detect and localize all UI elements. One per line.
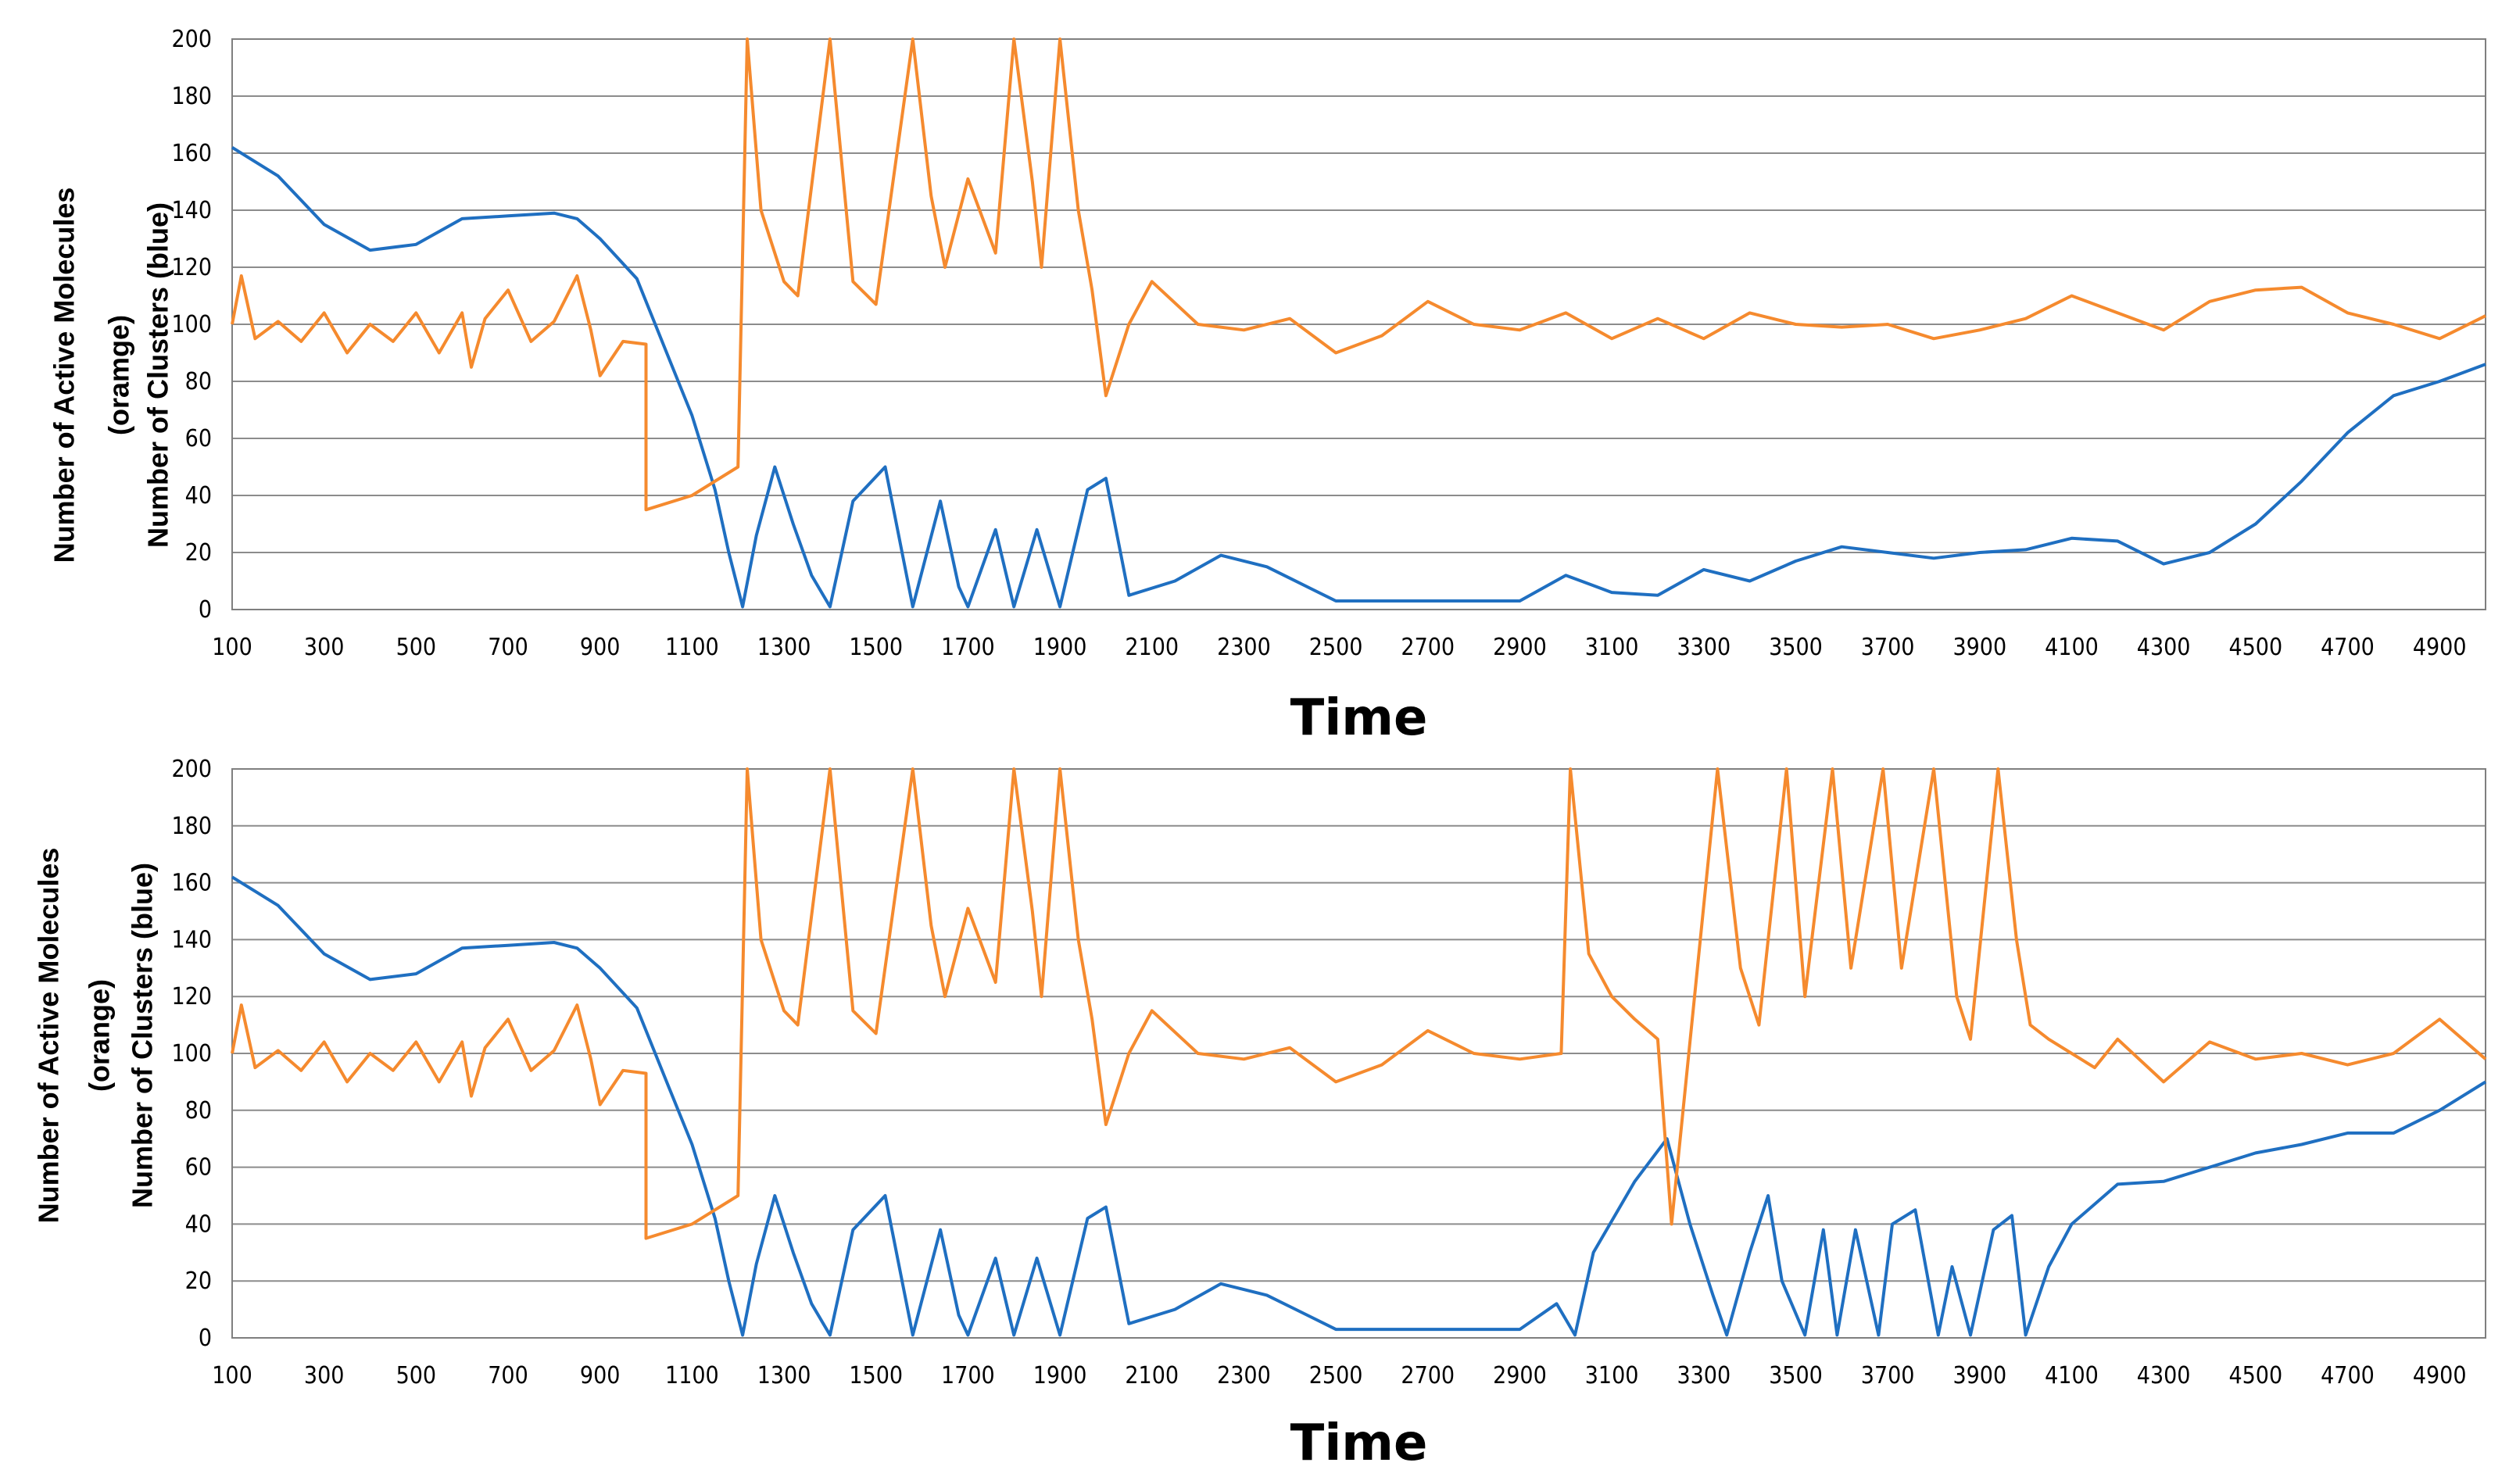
x-tick-label: 4900 bbox=[2413, 1362, 2467, 1389]
y-tick-label: 160 bbox=[171, 870, 212, 897]
x-tick-label: 3300 bbox=[1677, 634, 1731, 661]
x-tick-label: 4500 bbox=[2228, 634, 2282, 661]
x-tick-label: 2300 bbox=[1217, 634, 1271, 661]
series-line-number-of-active-molecules bbox=[231, 767, 2487, 1240]
x-tick-label: 1500 bbox=[849, 1362, 903, 1389]
y-tick-label: 0 bbox=[199, 596, 212, 624]
x-tick-label: 2300 bbox=[1217, 1362, 1271, 1389]
x-tick-label: 1700 bbox=[941, 1362, 995, 1389]
x-tick-label: 2700 bbox=[1401, 634, 1455, 661]
x-tick-label: 300 bbox=[304, 634, 345, 661]
x-tick-label: 500 bbox=[396, 634, 437, 661]
x-tick-label: 2500 bbox=[1309, 1362, 1363, 1389]
x-tick-label: 1900 bbox=[1033, 1362, 1087, 1389]
x-tick-label: 3500 bbox=[1769, 634, 1823, 661]
x-tick-label: 700 bbox=[488, 1362, 528, 1389]
y-tick-label: 180 bbox=[171, 83, 212, 110]
y-tick-label: 180 bbox=[171, 813, 212, 840]
x-tick-label: 1300 bbox=[757, 1362, 811, 1389]
y-label-line-2: (oramge) bbox=[103, 315, 135, 435]
x-tick-label: 1900 bbox=[1033, 634, 1087, 661]
y-ticks-top: 0 20 40 60 80 100 120 140 160 180 200 bbox=[171, 26, 212, 624]
x-tick-label: 3500 bbox=[1769, 1362, 1823, 1389]
x-tick-label: 3700 bbox=[1861, 1362, 1915, 1389]
y-tick-label: 0 bbox=[199, 1325, 212, 1352]
chart-top: 0 20 40 60 80 100 120 140 160 180 200 100 300 500 700… bbox=[48, 26, 2486, 747]
x-tick-label: 3100 bbox=[1585, 634, 1639, 661]
x-tick-label: 3900 bbox=[1952, 634, 2006, 661]
y-tick-label: 200 bbox=[171, 756, 212, 783]
y-tick-label: 140 bbox=[171, 197, 212, 224]
y-tick-label: 160 bbox=[171, 140, 212, 167]
x-tick-label: 4300 bbox=[2137, 634, 2191, 661]
x-tick-label: 1100 bbox=[665, 634, 719, 661]
x-tick-label: 2100 bbox=[1125, 1362, 1179, 1389]
x-tick-label: 100 bbox=[212, 1362, 252, 1389]
x-tick-label: 4500 bbox=[2228, 1362, 2282, 1389]
x-tick-label: 2100 bbox=[1125, 634, 1179, 661]
series-line-number-of-active-molecules bbox=[231, 38, 2486, 512]
series-line-number-of-clusters bbox=[231, 875, 2487, 1337]
x-tick-label: 4100 bbox=[2045, 634, 2099, 661]
series-top bbox=[231, 38, 2486, 609]
y-ticks-bottom: 0 20 40 60 80 100 120 140 160 180 200 bbox=[171, 756, 212, 1352]
x-tick-label: 2700 bbox=[1401, 1362, 1455, 1389]
y-tick-label: 120 bbox=[171, 983, 212, 1010]
x-tick-label: 900 bbox=[580, 634, 621, 661]
y-tick-label: 80 bbox=[185, 368, 212, 395]
x-tick-label: 2500 bbox=[1309, 634, 1363, 661]
x-tick-label: 900 bbox=[580, 1362, 621, 1389]
y-label-line-1: Number of Active Molecules bbox=[33, 848, 65, 1224]
x-axis-title-bottom: Time bbox=[1290, 1414, 1428, 1472]
x-tick-label: 1700 bbox=[941, 634, 995, 661]
x-tick-label: 4100 bbox=[2045, 1362, 2099, 1389]
y-tick-label: 20 bbox=[185, 1268, 212, 1295]
series-bottom bbox=[231, 767, 2487, 1337]
x-tick-label: 300 bbox=[304, 1362, 345, 1389]
y-tick-label: 100 bbox=[171, 1040, 212, 1067]
y-tick-label: 140 bbox=[171, 926, 212, 953]
x-tick-label: 2900 bbox=[1493, 1362, 1547, 1389]
y-tick-label: 100 bbox=[171, 311, 212, 338]
x-tick-label: 2900 bbox=[1493, 634, 1547, 661]
x-ticks-top: 100 300 500 700 900 1100 1300 1500 1700 1900 2100 2… bbox=[212, 634, 2466, 661]
x-tick-label: 4300 bbox=[2137, 1362, 2191, 1389]
y-tick-label: 20 bbox=[185, 539, 212, 567]
series-line-number-of-clusters bbox=[231, 146, 2486, 609]
x-tick-label: 1100 bbox=[665, 1362, 719, 1389]
y-label-line-3: Number of Clusters (blue) bbox=[142, 202, 174, 548]
x-tick-label: 3300 bbox=[1677, 1362, 1731, 1389]
x-ticks-bottom: 100 300 500 700 900 1100 1300 1500 1700 1900 2100 2… bbox=[212, 1362, 2466, 1389]
x-tick-label: 700 bbox=[488, 634, 528, 661]
y-axis-title-bottom: Number of Active Molecules (orange) Numb… bbox=[33, 848, 159, 1224]
x-tick-label: 3700 bbox=[1861, 634, 1915, 661]
x-tick-label: 3100 bbox=[1585, 1362, 1639, 1389]
x-tick-label: 1300 bbox=[757, 634, 811, 661]
y-tick-label: 40 bbox=[185, 1210, 212, 1238]
x-tick-label: 1500 bbox=[849, 634, 903, 661]
x-tick-label: 500 bbox=[396, 1362, 437, 1389]
y-axis-title-top: Number of Active Molecules (oramge) Numb… bbox=[48, 188, 174, 563]
y-label-line-2: (orange) bbox=[84, 979, 116, 1092]
y-label-line-1: Number of Active Molecules bbox=[48, 188, 81, 563]
y-tick-label: 60 bbox=[185, 1154, 212, 1182]
x-tick-label: 4900 bbox=[2413, 634, 2467, 661]
x-tick-label: 4700 bbox=[2321, 634, 2375, 661]
grid-bottom bbox=[232, 768, 2486, 1339]
x-tick-label: 3900 bbox=[1952, 1362, 2006, 1389]
y-tick-label: 120 bbox=[171, 254, 212, 281]
chart-bottom: 0 20 40 60 80 100 120 140 160 180 200 100 300 500 700… bbox=[33, 756, 2487, 1472]
y-tick-label: 200 bbox=[171, 26, 212, 53]
x-tick-label: 4700 bbox=[2321, 1362, 2375, 1389]
y-tick-label: 60 bbox=[185, 425, 212, 452]
y-tick-label: 40 bbox=[185, 482, 212, 510]
y-label-line-3: Number of Clusters (blue) bbox=[127, 863, 159, 1208]
x-tick-label: 100 bbox=[212, 634, 252, 661]
y-tick-label: 80 bbox=[185, 1097, 212, 1125]
x-axis-title-top: Time bbox=[1290, 689, 1428, 747]
